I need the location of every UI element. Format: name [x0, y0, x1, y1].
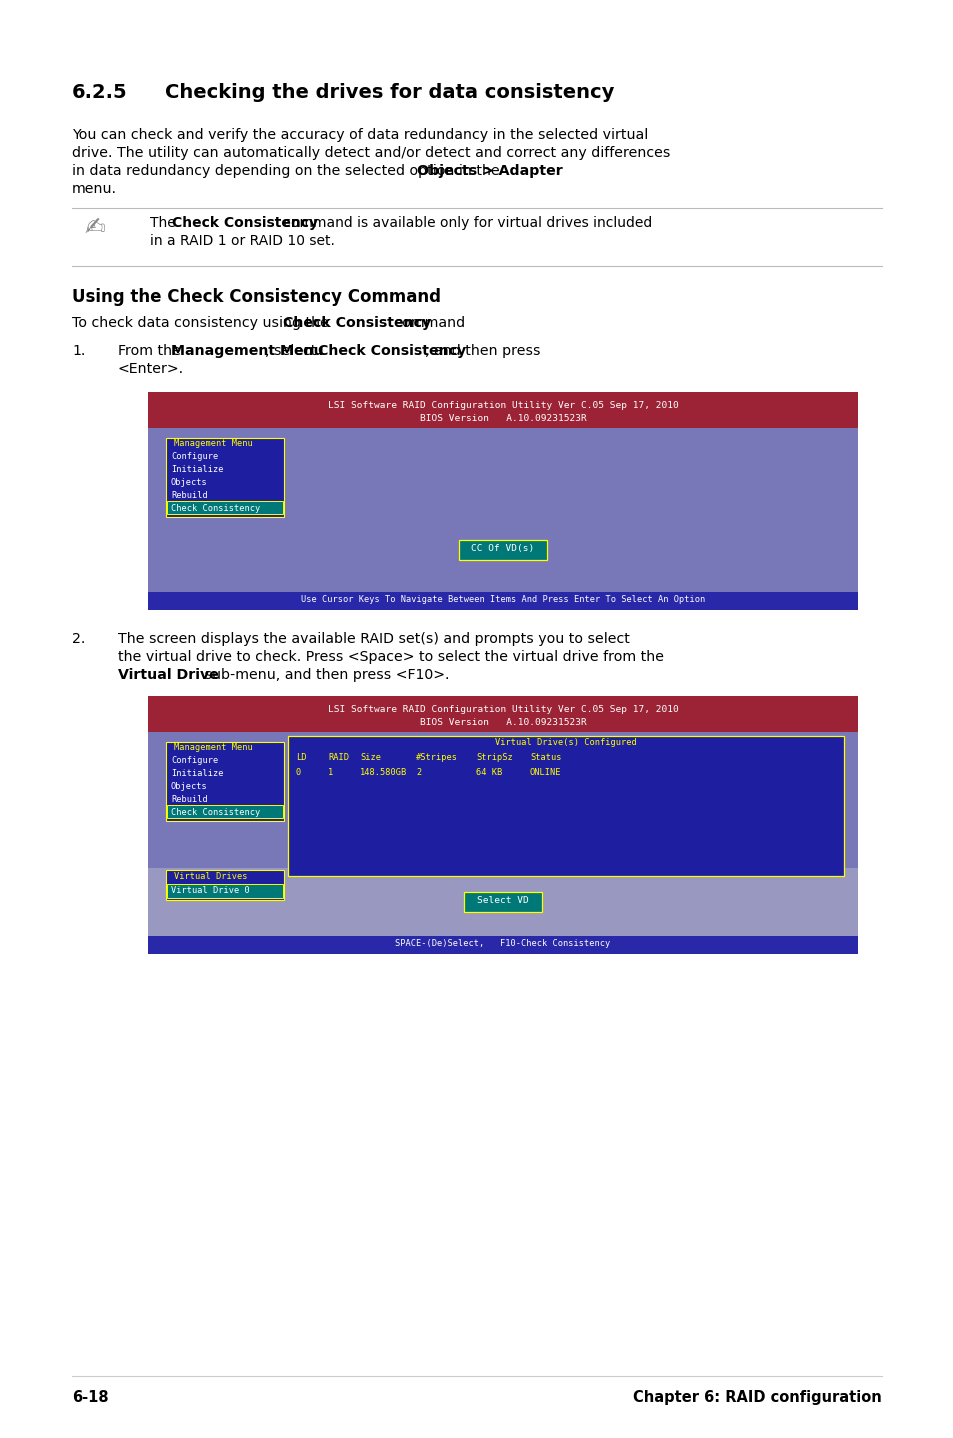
Text: menu.: menu. [71, 183, 117, 196]
Text: Virtual Drive 0: Virtual Drive 0 [171, 886, 250, 894]
Text: 0: 0 [295, 768, 301, 777]
Text: ONLINE: ONLINE [530, 768, 561, 777]
Text: 148.580GB: 148.580GB [359, 768, 407, 777]
Text: Virtual Drive(s) Configured: Virtual Drive(s) Configured [495, 738, 637, 746]
Text: 64 KB: 64 KB [476, 768, 501, 777]
Bar [166, 439, 284, 518]
Text: the virtual drive to check. Press <Space> to select the virtual drive from the: the virtual drive to check. Press <Space… [118, 650, 663, 664]
Bar [167, 805, 283, 818]
Text: Initialize: Initialize [171, 464, 223, 475]
Text: 1.: 1. [71, 344, 85, 358]
Bar [148, 592, 857, 610]
Bar [148, 869, 857, 936]
Text: Use Cursor Keys To Navigate Between Items And Press Enter To Select An Option: Use Cursor Keys To Navigate Between Item… [300, 595, 704, 604]
Text: <Enter>.: <Enter>. [118, 362, 184, 375]
Text: Management Menu: Management Menu [173, 743, 253, 752]
Text: command: command [389, 316, 464, 329]
Text: Check Consistency: Check Consistency [282, 316, 431, 329]
Bar [166, 870, 284, 900]
Text: Initialize: Initialize [171, 769, 223, 778]
Text: 1: 1 [328, 768, 333, 777]
Text: LSI Software RAID Configuration Utility Ver C.05 Sep 17, 2010: LSI Software RAID Configuration Utility … [327, 705, 678, 715]
Text: To check data consistency using the: To check data consistency using the [71, 316, 333, 329]
Text: Objects: Objects [171, 782, 208, 791]
Text: in data redundancy depending on the selected option in the: in data redundancy depending on the sele… [71, 164, 504, 178]
Bar [167, 500, 283, 513]
Text: LSI Software RAID Configuration Utility Ver C.05 Sep 17, 2010: LSI Software RAID Configuration Utility … [327, 401, 678, 410]
Text: Virtual Drives: Virtual Drives [173, 871, 247, 881]
Text: You can check and verify the accuracy of data redundancy in the selected virtual: You can check and verify the accuracy of… [71, 128, 648, 142]
Text: Management Menu: Management Menu [171, 344, 323, 358]
Bar [167, 884, 283, 897]
Text: Management Menu: Management Menu [173, 439, 253, 449]
Bar [166, 742, 284, 821]
Text: Check Consistency: Check Consistency [171, 808, 260, 817]
Text: Rebuild: Rebuild [171, 490, 208, 500]
Text: The: The [150, 216, 180, 230]
Text: Virtual Drive: Virtual Drive [118, 669, 218, 682]
Text: Check Consistency: Check Consistency [317, 344, 466, 358]
Bar [148, 696, 857, 953]
Text: Checking the drives for data consistency: Checking the drives for data consistency [165, 83, 614, 102]
Text: SPACE-(De)Select,   F10-Check Consistency: SPACE-(De)Select, F10-Check Consistency [395, 939, 610, 948]
Bar [148, 393, 857, 610]
Text: Objects > Adapter: Objects > Adapter [416, 164, 562, 178]
Text: Select VD: Select VD [476, 896, 528, 905]
Text: in a RAID 1 or RAID 10 set.: in a RAID 1 or RAID 10 set. [150, 234, 335, 247]
Text: Configure: Configure [171, 756, 218, 765]
Text: Configure: Configure [171, 452, 218, 462]
Text: , and then press: , and then press [424, 344, 539, 358]
Text: ✍: ✍ [85, 216, 106, 240]
Bar [148, 696, 857, 732]
Text: From the: From the [118, 344, 185, 358]
Text: Status: Status [530, 754, 561, 762]
Text: 6-18: 6-18 [71, 1391, 109, 1405]
Bar [148, 393, 857, 429]
Text: LD: LD [295, 754, 306, 762]
Text: RAID: RAID [328, 754, 349, 762]
Bar [463, 892, 541, 912]
Bar [288, 736, 843, 876]
Text: StripSz: StripSz [476, 754, 512, 762]
Text: Size: Size [359, 754, 380, 762]
Text: sub-menu, and then press <F10>.: sub-menu, and then press <F10>. [200, 669, 449, 682]
Text: The screen displays the available RAID set(s) and prompts you to select: The screen displays the available RAID s… [118, 631, 629, 646]
Text: BIOS Version   A.10.09231523R: BIOS Version A.10.09231523R [419, 414, 586, 423]
Text: 6.2.5: 6.2.5 [71, 83, 128, 102]
Text: command is available only for virtual drives included: command is available only for virtual dr… [279, 216, 652, 230]
Text: Objects: Objects [171, 477, 208, 487]
Text: Check Consistency: Check Consistency [171, 503, 260, 513]
Text: BIOS Version   A.10.09231523R: BIOS Version A.10.09231523R [419, 718, 586, 728]
Text: 2.: 2. [71, 631, 85, 646]
Bar [458, 541, 546, 559]
Text: Rebuild: Rebuild [171, 795, 208, 804]
Text: drive. The utility can automatically detect and/or detect and correct any differ: drive. The utility can automatically det… [71, 147, 670, 160]
Bar [148, 936, 857, 953]
Text: Chapter 6: RAID configuration: Chapter 6: RAID configuration [633, 1391, 882, 1405]
Text: Check Consistency: Check Consistency [172, 216, 317, 230]
Text: 2: 2 [416, 768, 421, 777]
Text: Using the Check Consistency Command: Using the Check Consistency Command [71, 288, 440, 306]
Text: CC Of VD(s): CC Of VD(s) [471, 544, 534, 554]
Text: #Stripes: #Stripes [416, 754, 457, 762]
Text: , select: , select [265, 344, 321, 358]
